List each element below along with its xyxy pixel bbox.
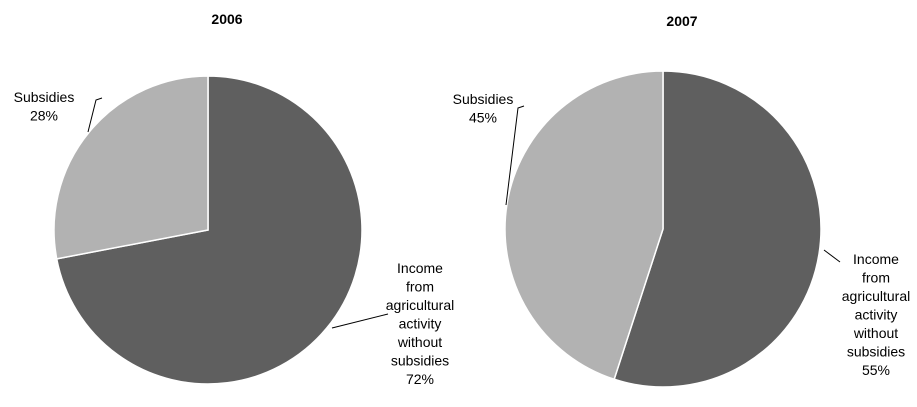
pie-slice-2007-income <box>613 70 822 388</box>
chart-title-2007: 2007 <box>666 13 697 29</box>
leader-line-2007-income <box>823 249 841 263</box>
pie-slice-2007-subsidies <box>504 70 664 381</box>
data-label-2006-income: Income from agricultural activity without sub… <box>386 260 454 387</box>
leader-line-2006-subsidies <box>87 97 103 133</box>
leader-line-2006-income <box>331 313 389 329</box>
data-label-2007-income: Income from agricultural activity without sub… <box>842 251 910 378</box>
data-label-2006-subsidies: Subsidies 28% <box>14 89 75 124</box>
pie-slice-2006-subsidies <box>53 75 209 260</box>
pie-slice-2006-income <box>55 75 363 385</box>
leader-line-2007-subsidies <box>505 105 525 206</box>
data-label-2007-subsidies: Subsidies 45% <box>453 91 514 126</box>
pies: Income from agricultural activity without sub… <box>14 70 910 388</box>
chart-title-2006: 2006 <box>211 11 242 27</box>
